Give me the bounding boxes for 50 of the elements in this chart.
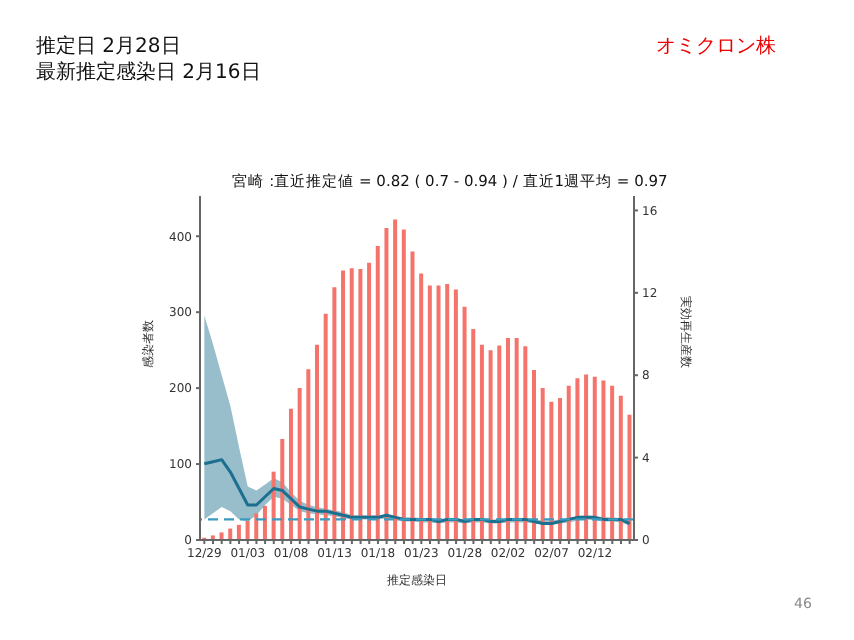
bar: [245, 521, 250, 540]
bar: [592, 376, 597, 540]
bar: [427, 285, 432, 540]
bar: [280, 439, 285, 540]
bar: [375, 246, 380, 540]
bar: [254, 513, 259, 540]
bar: [618, 395, 623, 540]
bar: [453, 289, 458, 540]
bar: [497, 345, 502, 540]
bar: [384, 227, 389, 540]
bar: [401, 229, 406, 540]
bar: [488, 350, 493, 540]
bar: [393, 219, 398, 540]
bar: [558, 398, 563, 540]
bar: [323, 313, 328, 540]
bar: [341, 270, 346, 540]
bar: [479, 344, 484, 540]
text: オミクロン株: [656, 34, 776, 60]
bar: [236, 524, 241, 540]
bar: [610, 385, 615, 540]
bar: [410, 251, 415, 540]
bar: [315, 344, 320, 540]
bar: [601, 380, 606, 540]
bar: [540, 388, 545, 540]
bar: [584, 374, 589, 540]
bar: [358, 268, 363, 540]
bar: [219, 532, 224, 540]
bar: [575, 378, 580, 540]
bar: [566, 385, 571, 540]
bar: [523, 346, 528, 540]
bar: [332, 287, 337, 540]
bar: [549, 401, 554, 540]
bar: [419, 273, 424, 540]
bar: [532, 369, 537, 540]
bar: [367, 262, 372, 540]
bar: [349, 268, 354, 540]
bar: [445, 284, 450, 540]
line-series: [202, 458, 632, 526]
bar: [288, 408, 293, 540]
bar: [262, 505, 267, 540]
text: 推定日 2月28日: [36, 34, 183, 60]
bar: [306, 369, 311, 540]
bar: [462, 306, 467, 540]
text: 最新推定感染日 2月16日: [36, 60, 261, 86]
bar: [505, 338, 510, 540]
bar: [627, 414, 632, 540]
bar: [514, 338, 519, 540]
bar: [297, 388, 302, 540]
bar: [471, 328, 476, 540]
bar: [436, 285, 441, 540]
